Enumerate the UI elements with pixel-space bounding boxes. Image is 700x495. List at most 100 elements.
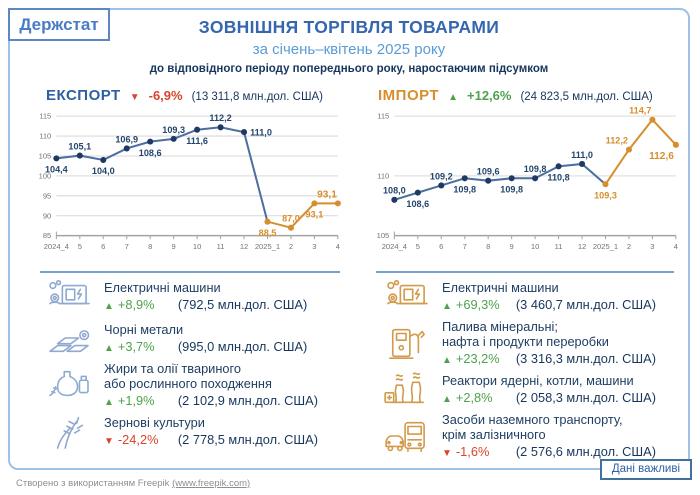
export-change: -6,9%	[148, 88, 183, 103]
import-line-chart: 105 110 115 2024_4 5 6 7 8 9 10 11 12 2025_1 2 3 4 108,0…	[377, 106, 679, 251]
svg-text:108,0: 108,0	[383, 186, 406, 196]
svg-text:4: 4	[336, 242, 340, 251]
export-amount: (13 311,8 млн.дол. США)	[191, 91, 323, 103]
ferrous-metals-icon	[44, 319, 94, 357]
commodity-name: Зернові культури	[104, 415, 205, 430]
svg-text:105: 105	[39, 152, 52, 161]
freepik-link[interactable]: (www.freepik.com)	[172, 478, 251, 489]
commodity-change: +2,8%	[455, 390, 493, 405]
commodity-amount: (2 102,9 млн.дол. США)	[177, 393, 318, 408]
commodity-name-line2: або рослинного походження	[104, 376, 272, 391]
svg-text:105,1: 105,1	[68, 142, 91, 152]
svg-text:111,0: 111,0	[250, 128, 272, 138]
svg-text:115: 115	[377, 112, 389, 121]
svg-text:109,3: 109,3	[162, 125, 185, 135]
import-amount: (24 823,5 млн.дол. США)	[520, 91, 653, 103]
commodity-name: Електричні машини	[104, 280, 221, 295]
logo-text: Держстат	[19, 14, 99, 34]
commodity-item: Жири та олії твариного або рослинного по…	[44, 361, 360, 408]
import-commodities: Електричні машини ▲ +69,3% (3 460,7 млн.…	[382, 277, 684, 459]
down-triangle-icon: ▼	[129, 92, 140, 103]
commodity-amount: (3 316,3 млн.дол. США)	[515, 351, 656, 366]
svg-text:95: 95	[43, 191, 51, 200]
svg-text:109,2: 109,2	[430, 171, 453, 181]
export-label: ЕКСПОРТ	[46, 87, 121, 104]
commodity-name-line2: нафта і продукти переробки	[442, 334, 609, 349]
svg-text:90: 90	[43, 211, 51, 220]
commodity-amount: (2 058,3 млн.дол. США)	[515, 390, 656, 405]
electric-machines-icon	[382, 277, 432, 315]
svg-text:11: 11	[555, 242, 563, 251]
commodity-amount: (2 576,6 млн.дол. США)	[515, 444, 656, 459]
svg-text:112,2: 112,2	[209, 113, 231, 123]
svg-text:7: 7	[463, 242, 467, 251]
commodity-amount: (3 460,7 млн.дол. США)	[515, 297, 656, 312]
svg-text:104,4: 104,4	[45, 165, 69, 175]
svg-text:6: 6	[101, 242, 105, 251]
commodity-item: Засоби наземного транспорту, крім залізн…	[382, 412, 684, 459]
footer-text: Створено з використанням Freepik	[16, 478, 170, 489]
svg-text:93,1: 93,1	[306, 210, 324, 220]
svg-text:12: 12	[578, 242, 586, 251]
svg-text:109,8: 109,8	[524, 164, 547, 174]
svg-text:11: 11	[217, 242, 225, 251]
svg-text:88,5: 88,5	[259, 228, 277, 238]
svg-text:100: 100	[39, 171, 52, 180]
svg-text:2024_4: 2024_4	[382, 242, 407, 251]
export-divider	[40, 271, 340, 273]
commodity-change: +8,9%	[117, 297, 155, 312]
page-title: ЗОВНІШНЯ ТОРГІВЛЯ ТОВАРАМИ	[198, 17, 500, 37]
svg-text:109,8: 109,8	[500, 184, 523, 194]
commodity-amount: (2 778,5 млн.дол. США)	[177, 432, 318, 447]
down-triangle-icon: ▼	[104, 436, 114, 447]
commodity-item: Електричні машини ▲ +69,3% (3 460,7 млн.…	[382, 277, 684, 315]
commodity-amount: (995,0 млн.дол. США)	[177, 339, 308, 354]
svg-text:9: 9	[172, 242, 176, 251]
svg-text:10: 10	[193, 242, 201, 251]
svg-text:112,6: 112,6	[649, 151, 674, 162]
svg-text:108,6: 108,6	[139, 148, 162, 158]
commodity-name: Засоби наземного транспорту,	[442, 412, 623, 427]
svg-text:12: 12	[240, 242, 248, 251]
import-divider	[376, 271, 674, 273]
down-triangle-icon: ▼	[442, 448, 452, 459]
export-line-chart: 85 90 95 100 105 110 115 2024_4 5 6 7 8 9 10 11 12 2025_…	[39, 112, 341, 251]
nuclear-reactors-icon	[382, 370, 432, 408]
svg-text:109,3: 109,3	[594, 190, 617, 200]
commodity-item: Реактори ядерні, котли, машини ▲ +2,8% (…	[382, 370, 684, 408]
svg-text:93,1: 93,1	[317, 189, 337, 200]
commodity-item: Зернові культури ▼ -24,2% (2 778,5 млн.д…	[44, 412, 360, 450]
svg-text:5: 5	[78, 242, 82, 251]
svg-text:110,8: 110,8	[547, 173, 569, 183]
commodity-item: Електричні машини ▲ +8,9% (792,5 млн.дол…	[44, 277, 360, 315]
up-triangle-icon: ▲	[442, 301, 452, 312]
svg-text:2024_4: 2024_4	[44, 242, 69, 251]
commodity-amount: (792,5 млн.дол. США)	[177, 297, 308, 312]
svg-text:109,8: 109,8	[453, 184, 476, 194]
infographic-card: Держстат ЗОВНІШНЯ ТОРГІВЛЯ ТОВАРАМИ за с…	[8, 8, 690, 470]
svg-text:110: 110	[377, 171, 389, 180]
svg-text:104,0: 104,0	[92, 166, 115, 176]
svg-text:111,6: 111,6	[186, 136, 208, 146]
commodity-name: Палива мінеральні;	[442, 319, 558, 334]
export-commodities: Електричні машини ▲ +8,9% (792,5 млн.дол…	[44, 277, 360, 450]
import-header: ІМПОРТ ▲ +12,6% (24 823,5 млн.дол. США)	[378, 87, 653, 104]
up-triangle-icon: ▲	[104, 301, 114, 312]
svg-text:105: 105	[377, 231, 390, 240]
import-change: +12,6%	[467, 88, 512, 103]
import-label: ІМПОРТ	[378, 87, 440, 104]
svg-text:2: 2	[627, 242, 631, 251]
svg-text:85: 85	[43, 231, 51, 240]
svg-text:106,9: 106,9	[115, 134, 138, 144]
commodity-change: -24,2%	[117, 432, 159, 447]
svg-text:87,0: 87,0	[282, 214, 300, 224]
svg-text:8: 8	[148, 242, 152, 251]
svg-text:10: 10	[531, 242, 539, 251]
up-triangle-icon: ▲	[442, 355, 452, 366]
commodity-change: +3,7%	[117, 339, 155, 354]
svg-text:108,6: 108,6	[406, 199, 429, 209]
up-triangle-icon: ▲	[104, 343, 114, 354]
svg-text:115: 115	[39, 112, 51, 121]
svg-text:9: 9	[510, 242, 514, 251]
svg-text:3: 3	[312, 242, 316, 251]
